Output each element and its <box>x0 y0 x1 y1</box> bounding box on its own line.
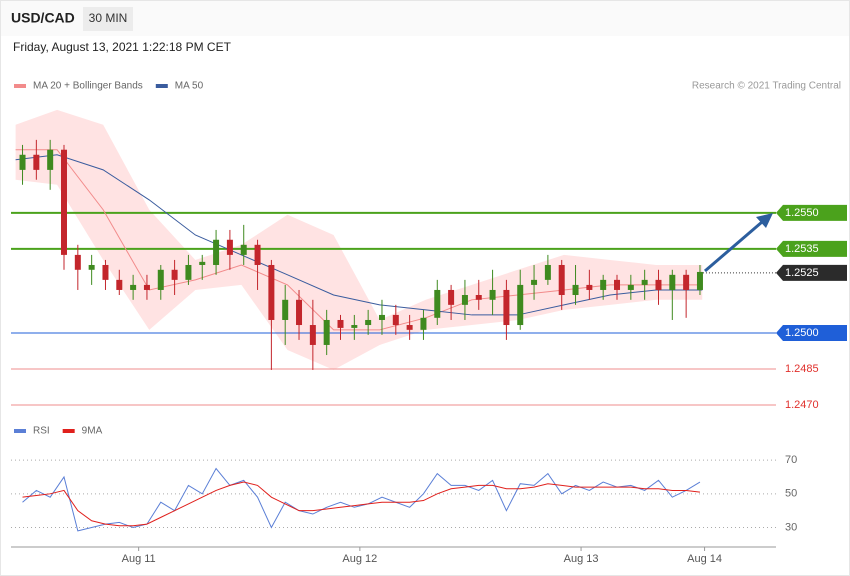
candle-body <box>600 279 607 290</box>
candle-body <box>586 284 593 290</box>
symbol: USD/CAD <box>11 10 75 26</box>
candle-body <box>503 289 510 326</box>
legend-label: MA 50 <box>175 81 204 92</box>
legend-label: MA 20 + Bollinger Bands <box>33 81 143 92</box>
x-tick-label: Aug 13 <box>564 553 599 565</box>
candle-body <box>641 279 648 285</box>
candle-body <box>378 314 385 320</box>
candle-body <box>351 325 358 328</box>
level-label: 1.2525 <box>785 267 819 279</box>
candle-body <box>74 254 81 270</box>
candle-body <box>517 284 524 326</box>
level-tag <box>776 204 847 221</box>
candle-body <box>130 284 137 290</box>
x-tick-label: Aug 14 <box>687 553 722 565</box>
interval-badge <box>83 7 133 31</box>
x-tick-label: Aug 11 <box>122 553 156 565</box>
candle-body <box>282 299 289 320</box>
candle-body <box>544 264 551 280</box>
level-label: 1.2535 <box>785 243 819 255</box>
candle-body <box>254 244 261 265</box>
candle-body <box>365 319 372 326</box>
candle-body <box>116 279 123 290</box>
candle-body <box>171 269 178 280</box>
level-label: 1.2470 <box>785 399 819 411</box>
candle-body <box>531 279 538 285</box>
candle-body <box>157 269 164 290</box>
candle-body <box>475 295 482 300</box>
level-label: 1.2500 <box>785 327 819 339</box>
candle-body <box>47 149 54 170</box>
candle-body <box>461 295 468 305</box>
y-tick-label: 70 <box>785 454 797 466</box>
bollinger-band <box>15 109 703 370</box>
legend-swatch <box>14 429 26 433</box>
candle-body <box>669 274 676 290</box>
x-tick-label: Aug 12 <box>342 553 377 565</box>
candle-body <box>683 274 690 290</box>
candle-body <box>655 279 662 290</box>
candle-body <box>60 149 67 255</box>
projection-arrow <box>703 220 763 273</box>
y-tick-label: 50 <box>785 488 797 500</box>
candle-body <box>323 319 330 345</box>
candle-body <box>434 289 441 318</box>
legend-label: RSI <box>33 426 50 437</box>
credit: Research © 2021 Trading Central <box>692 81 841 92</box>
candle-body <box>696 271 703 290</box>
candle-body <box>489 289 496 300</box>
header-bar <box>1 1 849 36</box>
candle-body <box>572 284 579 296</box>
level-tag <box>776 324 847 341</box>
candle-body <box>213 239 220 265</box>
level-tag <box>776 240 847 257</box>
level-tag <box>776 264 847 281</box>
candle-body <box>268 264 275 320</box>
indicator-line <box>22 467 701 532</box>
legend-label: 9MA <box>82 426 103 437</box>
interval: 30 MIN <box>89 11 128 25</box>
ma-line <box>15 154 703 316</box>
legend-swatch <box>155 84 168 88</box>
candle-body <box>420 317 427 330</box>
candle-body <box>296 299 303 326</box>
indicator-line <box>22 481 701 527</box>
level-label: 1.2550 <box>785 207 819 219</box>
candle-body <box>614 279 621 290</box>
projection-arrowhead <box>756 213 773 228</box>
candle-body <box>102 264 109 280</box>
candle-body <box>226 239 233 255</box>
legend-swatch <box>62 429 75 433</box>
candle-body <box>185 264 192 280</box>
candle-body <box>392 314 399 326</box>
candle-body <box>337 319 344 328</box>
candle-body <box>88 264 95 270</box>
candle-body <box>143 284 150 290</box>
datetime: Friday, August 13, 2021 1:22:18 PM CET <box>13 40 232 54</box>
candle-body <box>309 325 316 345</box>
candle-body <box>627 284 634 290</box>
candle-body <box>406 325 413 330</box>
level-label: 1.2485 <box>785 363 819 375</box>
y-tick-label: 30 <box>785 521 797 533</box>
candle-body <box>33 154 40 170</box>
candle-body <box>19 154 26 170</box>
candle-body <box>448 289 455 305</box>
candle-body <box>240 244 247 255</box>
legend-swatch <box>14 84 26 88</box>
candle-body <box>558 264 565 296</box>
candle-body <box>199 261 206 265</box>
